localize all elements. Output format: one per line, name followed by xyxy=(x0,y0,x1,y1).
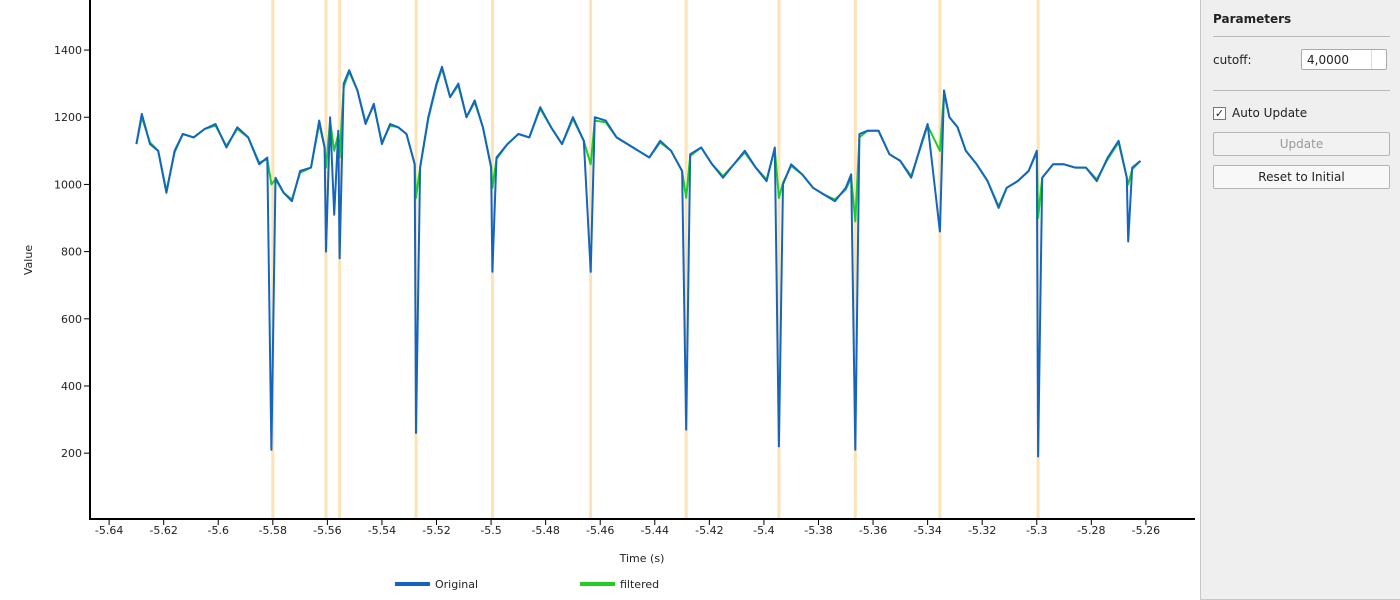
auto-update-label: Auto Update xyxy=(1232,106,1308,120)
x-tick-label: -5.28 xyxy=(1077,524,1105,537)
x-tick-label: -5.32 xyxy=(968,524,996,537)
panel-title: Parameters xyxy=(1213,12,1292,26)
highlight-band xyxy=(777,0,781,519)
x-tick-label: -5.48 xyxy=(531,524,559,537)
x-tick-label: -5.36 xyxy=(859,524,887,537)
y-tick-label: 200 xyxy=(61,447,82,460)
y-tick-label: 1400 xyxy=(54,44,82,57)
highlight-band xyxy=(853,0,857,519)
x-tick-label: -5.58 xyxy=(259,524,287,537)
x-tick-label: -5.52 xyxy=(422,524,450,537)
x-tick-label: -5.54 xyxy=(368,524,396,537)
separator xyxy=(1213,36,1390,37)
separator xyxy=(1213,90,1390,91)
y-axis-label: Value xyxy=(22,245,35,275)
update-button[interactable]: Update xyxy=(1213,132,1390,156)
chart: Time (s) Value 200 400 600 800 1000 1200 1400 -… xyxy=(22,0,1195,591)
legend-label: filtered xyxy=(620,578,659,591)
series-line xyxy=(135,65,1142,458)
x-tick-label: -5.38 xyxy=(804,524,832,537)
cutoff-label: cutoff: xyxy=(1213,53,1252,67)
legend-label: Original xyxy=(435,578,478,591)
x-tick-label: -5.62 xyxy=(149,524,177,537)
x-tick-label: -5.42 xyxy=(695,524,723,537)
cutoff-input[interactable]: 4,0000 xyxy=(1301,49,1387,70)
checkbox[interactable]: ✓ xyxy=(1213,106,1226,120)
x-axis-label: Time (s) xyxy=(619,552,665,565)
y-tick-label: 800 xyxy=(61,246,82,259)
highlight-band xyxy=(338,0,342,519)
x-tick-label: -5.26 xyxy=(1132,524,1160,537)
y-tick-label: 1000 xyxy=(54,178,82,191)
x-tick-label: -5.64 xyxy=(95,524,123,537)
parameters-panel: Parameters cutoff: 4,0000 ✓ Auto Update U… xyxy=(1200,0,1400,600)
x-tick-label: -5.34 xyxy=(913,524,941,537)
highlight-band xyxy=(938,0,942,519)
auto-update-checkbox[interactable]: ✓ Auto Update xyxy=(1213,106,1307,120)
highlight-band xyxy=(271,0,275,519)
x-tick-label: -5.4 xyxy=(753,524,774,537)
y-tick-label: 400 xyxy=(61,380,82,393)
x-tick-label: -5.5 xyxy=(480,524,501,537)
y-tick-label: 1200 xyxy=(54,111,82,124)
reset-button[interactable]: Reset to Initial xyxy=(1213,165,1390,189)
x-tick-label: -5.6 xyxy=(208,524,229,537)
x-tick-label: -5.3 xyxy=(1026,524,1047,537)
x-tick-label: -5.44 xyxy=(641,524,669,537)
plot-area xyxy=(90,0,1195,519)
y-tick-label: 600 xyxy=(61,313,82,326)
x-tick-label: -5.56 xyxy=(313,524,341,537)
highlight-band xyxy=(684,0,688,519)
highlight-band xyxy=(324,0,328,519)
x-tick-label: -5.46 xyxy=(586,524,614,537)
